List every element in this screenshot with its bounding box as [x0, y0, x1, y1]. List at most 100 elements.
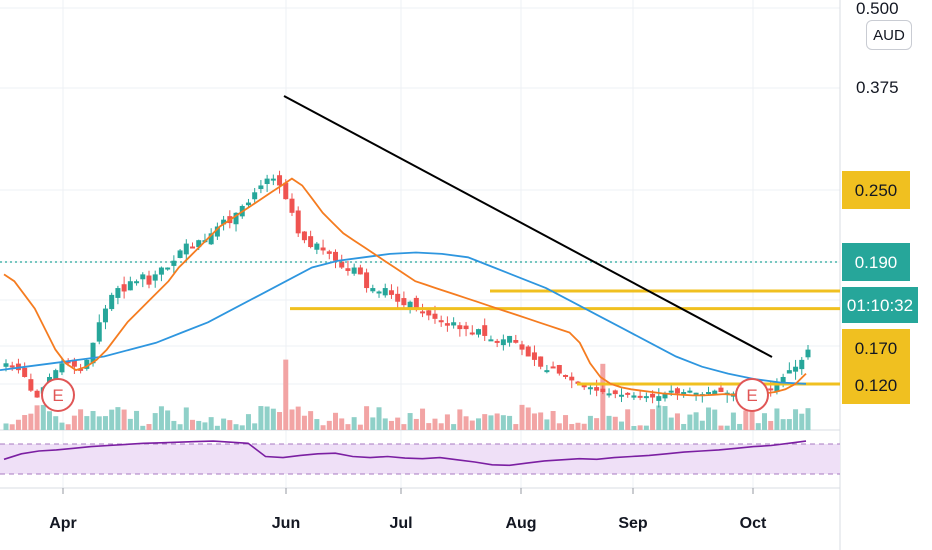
candle-body — [681, 392, 687, 395]
currency-selector[interactable]: AUD — [866, 20, 912, 50]
candle-body — [345, 268, 351, 271]
candle-body — [793, 366, 799, 372]
volume-bar — [214, 425, 220, 430]
volume-bar — [47, 411, 53, 430]
volume-bar — [793, 409, 799, 430]
volume-bar — [140, 425, 146, 430]
volume-bar — [780, 419, 786, 430]
volume-bar — [463, 416, 469, 430]
time-axis-label: Oct — [740, 515, 767, 532]
candle-body — [333, 251, 339, 261]
volume-bar — [177, 424, 183, 430]
candle-body — [177, 250, 183, 258]
volume-bar — [78, 409, 84, 430]
candle-body — [519, 344, 525, 350]
volume-bar — [102, 416, 108, 430]
volume-bar — [413, 418, 419, 430]
candle-body — [612, 390, 618, 395]
candle-body — [457, 325, 463, 330]
rsi-line — [3, 440, 807, 467]
volume-bar — [519, 404, 525, 430]
volume-bar — [277, 412, 283, 430]
candle-body — [662, 394, 668, 399]
volume-bar — [395, 417, 401, 430]
candle-body — [283, 182, 289, 200]
candle-body — [326, 251, 332, 254]
candle-body — [388, 290, 394, 295]
candle-body — [513, 340, 519, 343]
volume-bar — [718, 425, 724, 430]
candle-body — [656, 396, 662, 401]
volume-bar — [755, 423, 761, 430]
volume-bar — [730, 412, 736, 430]
candle-body — [780, 376, 786, 386]
volume-bar — [444, 414, 450, 430]
volume-bar — [575, 422, 581, 430]
volume-bar — [227, 420, 233, 430]
candle-body — [370, 288, 376, 292]
volume-bar — [146, 424, 152, 430]
candle-body — [314, 243, 320, 250]
volume-bar — [283, 359, 289, 430]
candle-body — [444, 323, 450, 326]
candle-body — [774, 383, 780, 392]
volume-bar — [301, 415, 307, 430]
candle-body — [364, 272, 370, 289]
candle-body — [357, 267, 363, 275]
volume-bar — [28, 413, 34, 430]
candle-body — [420, 311, 426, 314]
volume-bar — [221, 418, 227, 430]
candle-body — [556, 365, 562, 374]
candle-body — [115, 288, 121, 298]
candle-body — [376, 291, 382, 294]
volume-bar — [587, 415, 593, 430]
candle-body — [289, 198, 295, 213]
volume-bar — [438, 423, 444, 430]
volume-bar — [494, 413, 500, 430]
volume-bar — [687, 414, 693, 430]
candle-body — [407, 301, 413, 308]
volume-bar — [376, 407, 382, 430]
volume-bar — [525, 407, 531, 430]
last-price-tag-bg — [842, 243, 910, 281]
indicator-lines — [0, 95, 807, 397]
volume-bar — [482, 414, 488, 430]
volume-bar — [165, 410, 171, 430]
volume-bar — [761, 413, 767, 430]
candle-body — [9, 365, 15, 368]
volume-bar — [208, 417, 214, 430]
level-tag-0170-text: 0.170 — [855, 339, 898, 358]
volume-bar — [420, 408, 426, 430]
candle-body — [631, 395, 637, 398]
candle-body — [494, 340, 500, 343]
volume-bar — [631, 425, 637, 430]
volume-bar — [339, 418, 345, 430]
volume-bar — [662, 406, 668, 430]
candle-body — [786, 370, 792, 374]
level-tag-0170-bg — [842, 329, 910, 367]
candle-body — [643, 396, 649, 399]
volume-bar — [134, 410, 140, 430]
volume-bar — [388, 420, 394, 430]
volume-bar — [127, 418, 133, 430]
volume-bar — [115, 407, 121, 430]
level-tag-0250-text: 0.250 — [855, 181, 898, 200]
time-axis-label: Sep — [618, 515, 648, 532]
candle-body — [134, 281, 140, 284]
volume-bar — [308, 411, 314, 430]
volume-bar — [618, 421, 624, 430]
candle-body — [395, 293, 401, 302]
candle-body — [121, 284, 127, 292]
volume-bar — [333, 412, 339, 430]
volume-bar — [109, 409, 115, 430]
time-axis-label: Aug — [505, 515, 536, 532]
candle-body — [712, 390, 718, 396]
ema-slow-line — [0, 251, 807, 385]
volume-bar — [326, 420, 332, 430]
earnings-marker — [735, 378, 769, 412]
candle-body — [488, 339, 494, 342]
candle-body — [65, 361, 71, 364]
candle-body — [190, 246, 196, 249]
candle-body — [308, 236, 314, 248]
